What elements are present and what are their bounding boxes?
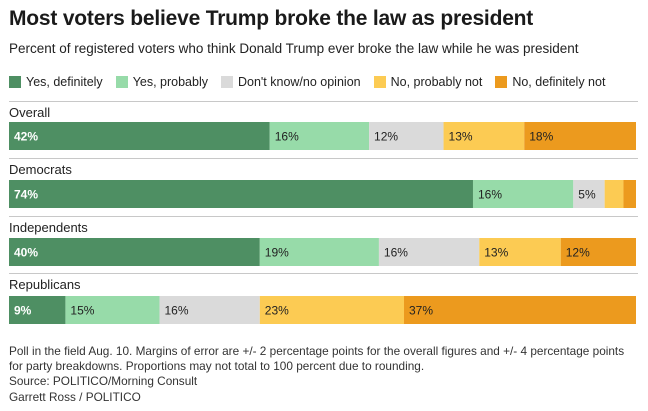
data-label: 13% xyxy=(484,246,508,260)
legend-swatch xyxy=(495,76,508,88)
chart-subtitle: Percent of registered voters who think D… xyxy=(9,41,579,56)
bar-segment-yes-definitely xyxy=(9,238,260,266)
bar-segment-yes-probably xyxy=(472,180,574,208)
data-label: 5% xyxy=(578,188,596,202)
bar-segment-dont-know xyxy=(378,238,480,266)
data-label: 9% xyxy=(14,304,32,318)
chart-title: Most voters believe Trump broke the law … xyxy=(9,7,534,30)
data-label: 16% xyxy=(478,188,502,202)
bar-segment-no-probably-not xyxy=(259,296,405,324)
data-label: 13% xyxy=(449,130,473,144)
legend-item-dont-know: Don't know/no opinion xyxy=(220,75,361,89)
data-label: 16% xyxy=(275,130,299,144)
group-divider xyxy=(9,158,638,159)
bar-segment-yes-probably xyxy=(269,122,370,150)
source-line: Source: POLITICO/Morning Consult xyxy=(9,374,198,388)
bar-segment-no-definitely-not xyxy=(524,122,636,150)
group-label-republicans: Republicans xyxy=(9,277,81,292)
group-divider xyxy=(9,273,638,274)
group-label-democrats: Democrats xyxy=(9,162,72,177)
legend: Yes, definitely Yes, probably Don't know… xyxy=(9,75,618,89)
legend-item-no-definitely-not: No, definitely not xyxy=(495,75,605,89)
legend-label: No, definitely not xyxy=(512,75,606,89)
stacked-bar-chart: 42% 16% 12% 13% 18% 74% 16% 5% 40% 19% 16% 13% 12% 9%… xyxy=(9,122,636,324)
data-label: 16% xyxy=(164,304,188,318)
data-label: 12% xyxy=(566,246,590,260)
group-label-overall: Overall xyxy=(9,105,51,120)
bar-segment-no-definitely-not xyxy=(623,180,636,208)
bar-segment-yes-definitely xyxy=(9,296,66,324)
bar-segment-no-probably-not xyxy=(604,180,624,208)
legend-item-no-probably-not: No, probably not xyxy=(373,75,483,89)
data-label: 40% xyxy=(14,246,38,260)
legend-label: Don't know/no opinion xyxy=(237,75,361,89)
bar-segment-dont-know xyxy=(369,122,444,150)
bar-segment-no-definitely-not xyxy=(404,296,636,324)
legend-label: Yes, probably xyxy=(132,75,208,89)
legend-swatch xyxy=(220,76,233,88)
data-label: 15% xyxy=(70,304,94,318)
bar-segment-yes-definitely xyxy=(9,180,473,208)
data-label: 12% xyxy=(374,130,398,144)
data-label: 16% xyxy=(384,246,408,260)
bar-segment-no-definitely-not xyxy=(560,238,636,266)
legend-swatch xyxy=(115,76,128,88)
group-label-independents: Independents xyxy=(9,220,88,235)
data-label: 37% xyxy=(409,304,433,318)
bar-segment-dont-know xyxy=(573,180,605,208)
data-label: 19% xyxy=(265,246,289,260)
bar-segment-dont-know xyxy=(159,296,260,324)
group-divider xyxy=(9,216,638,217)
footnote: Poll in the field Aug. 10. Margins of er… xyxy=(9,344,625,373)
legend-label: Yes, definitely xyxy=(26,75,103,89)
legend-swatch xyxy=(9,76,21,88)
group-divider xyxy=(9,101,638,102)
bar-segment-yes-probably xyxy=(65,296,160,324)
bar-segment-yes-probably xyxy=(259,238,379,266)
legend-label: No, probably not xyxy=(390,75,483,89)
bar-segment-yes-definitely xyxy=(9,122,270,150)
data-label: 23% xyxy=(265,304,289,318)
legend-swatch xyxy=(373,76,386,88)
credit-line: Garrett Ross / POLITICO xyxy=(9,390,141,404)
data-label: 18% xyxy=(529,130,553,144)
bar-segment-no-probably-not xyxy=(479,238,561,266)
legend-item-yes-probably: Yes, probably xyxy=(115,75,208,89)
legend-item-yes-definitely: Yes, definitely xyxy=(9,75,103,89)
data-label: 42% xyxy=(14,130,38,144)
bar-segment-no-probably-not xyxy=(443,122,525,150)
data-label: 74% xyxy=(14,188,38,202)
